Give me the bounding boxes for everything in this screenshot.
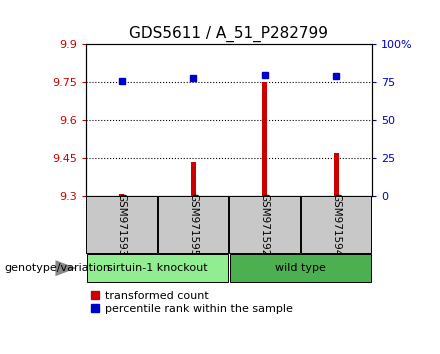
Text: wild type: wild type <box>275 263 326 273</box>
Bar <box>262 82 267 196</box>
Bar <box>191 162 195 196</box>
Text: GSM971592: GSM971592 <box>260 193 270 257</box>
Bar <box>334 153 338 196</box>
Bar <box>158 196 228 253</box>
Text: sirtuin-1 knockout: sirtuin-1 knockout <box>107 263 208 273</box>
Text: GSM971594: GSM971594 <box>331 193 341 257</box>
Bar <box>86 196 157 253</box>
Text: GSM971595: GSM971595 <box>188 193 198 257</box>
Title: GDS5611 / A_51_P282799: GDS5611 / A_51_P282799 <box>129 25 328 41</box>
Legend: transformed count, percentile rank within the sample: transformed count, percentile rank withi… <box>92 291 293 314</box>
Bar <box>119 194 124 196</box>
Bar <box>230 254 371 282</box>
Bar <box>87 254 228 282</box>
Text: GSM971593: GSM971593 <box>117 193 127 257</box>
Bar <box>229 196 300 253</box>
Polygon shape <box>55 260 77 276</box>
Text: genotype/variation: genotype/variation <box>4 263 110 273</box>
Bar <box>301 196 371 253</box>
